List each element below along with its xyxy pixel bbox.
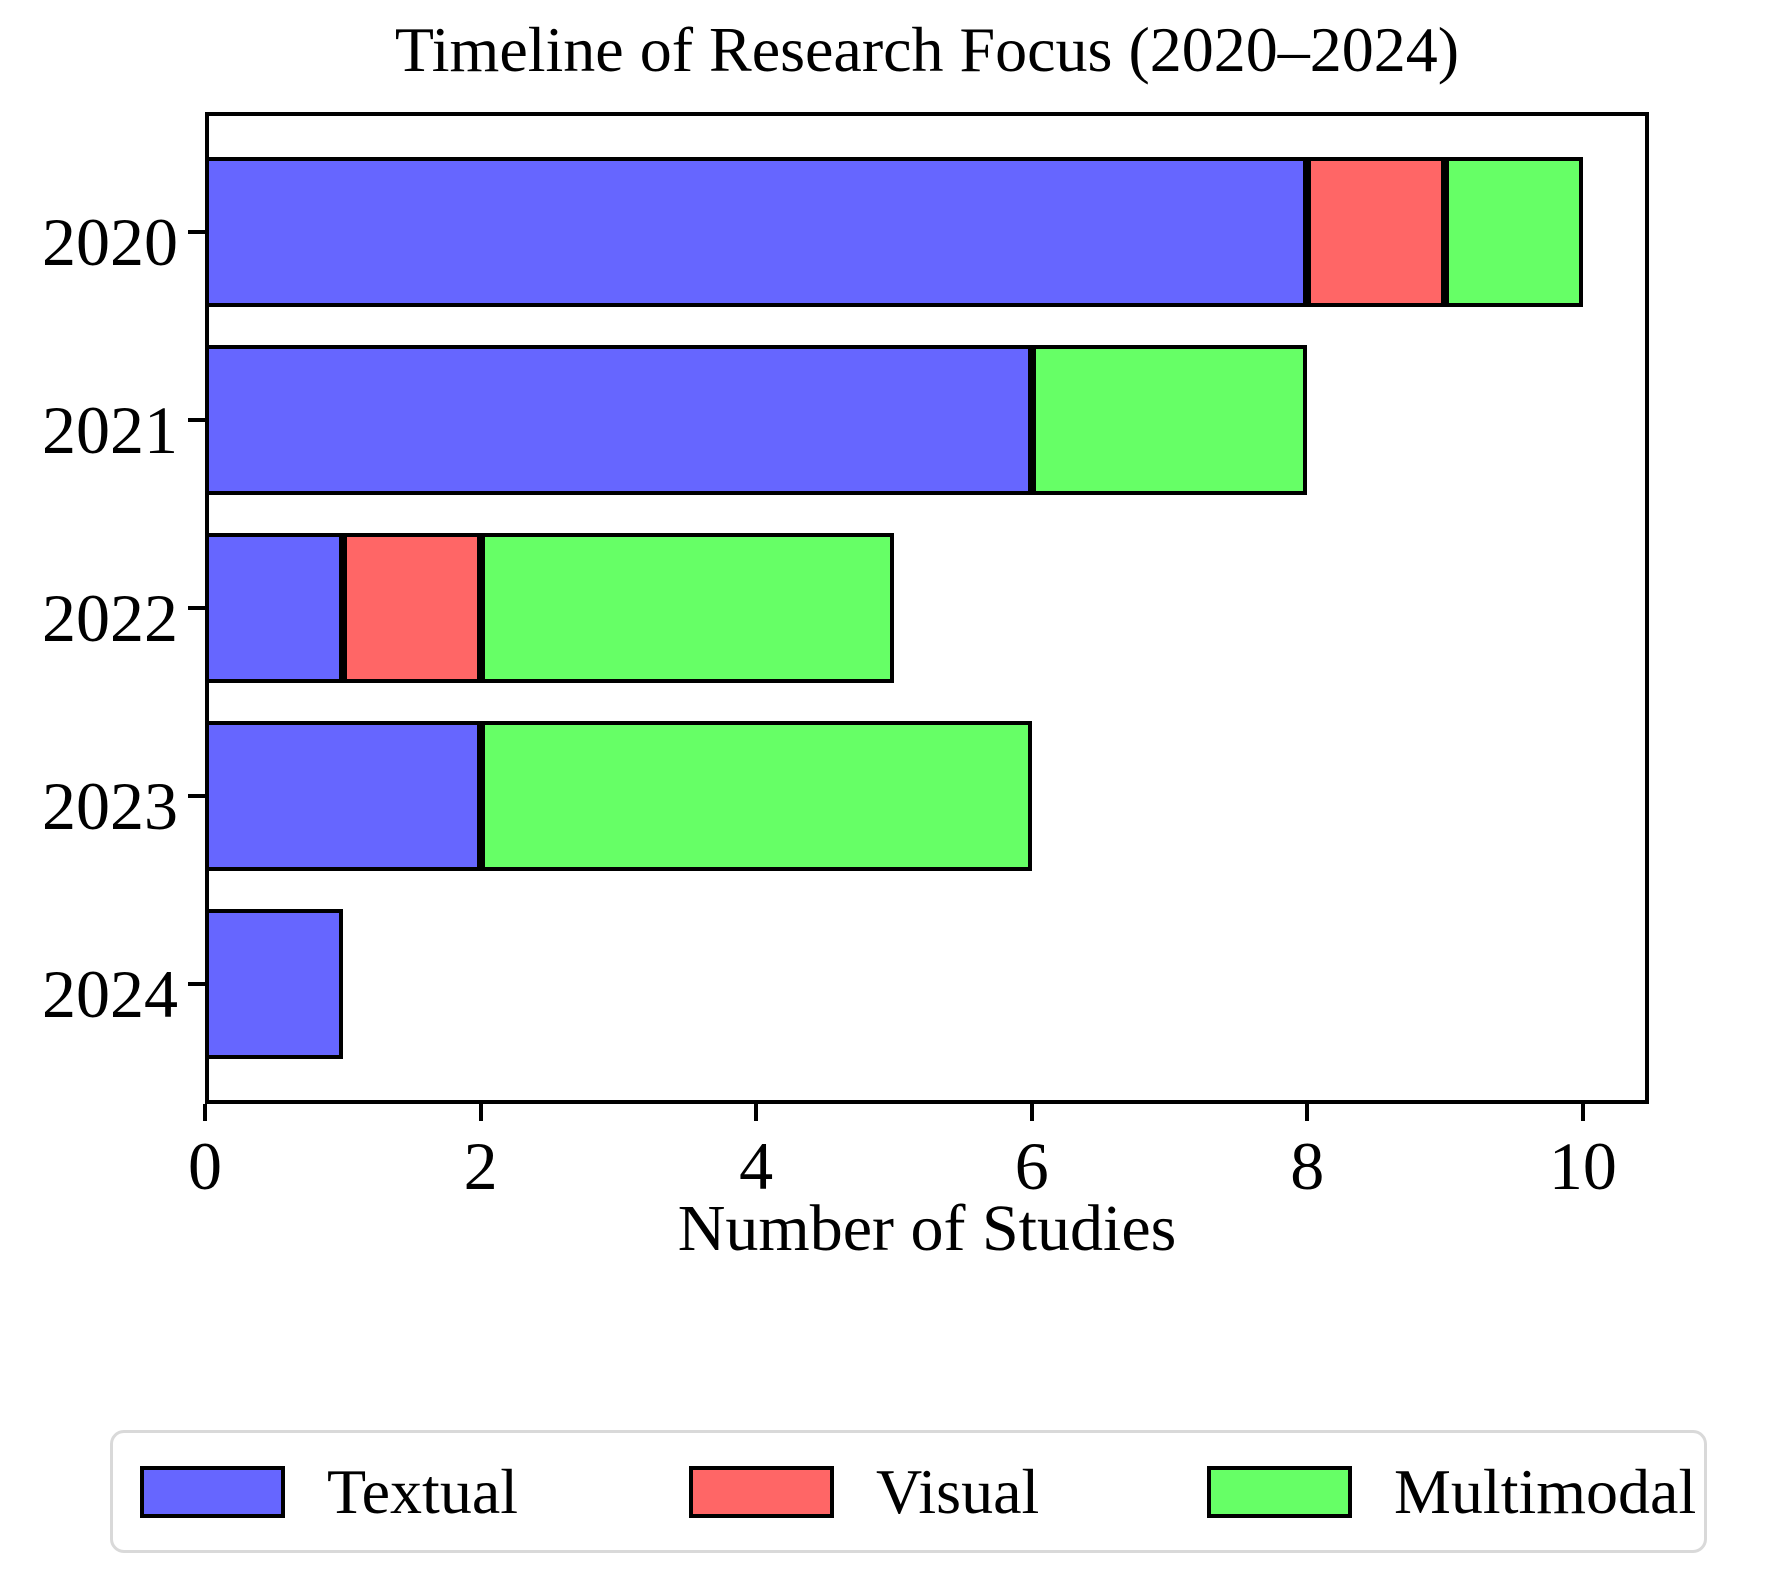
x-tick-label: 0 <box>188 1128 222 1204</box>
bar-segment-visual-2022 <box>342 532 481 684</box>
x-tick <box>1029 1104 1034 1121</box>
bar-segment-multimodal-2021 <box>1031 344 1308 496</box>
bar-segment-multimodal-2023 <box>480 720 1032 872</box>
bar-segment-textual-2024 <box>205 908 343 1059</box>
x-tick <box>1580 1104 1585 1121</box>
x-tick-label: 2 <box>463 1128 498 1204</box>
legend-label-visual: Visual <box>876 1455 1040 1527</box>
plot-area <box>205 112 1649 1104</box>
legend-swatch-multimodal <box>1207 1465 1352 1518</box>
legend: Textual Visual Multimodal <box>110 1430 1707 1553</box>
bar-segment-visual-2020 <box>1307 157 1446 308</box>
legend-item-multimodal: Multimodal <box>1207 1433 1696 1550</box>
legend-label-multimodal: Multimodal <box>1394 1455 1697 1527</box>
x-tick-label: 6 <box>1014 1128 1049 1204</box>
bar-segment-multimodal-2020 <box>1445 157 1583 308</box>
y-tick-label: 2021 <box>42 392 178 469</box>
x-tick-label: 8 <box>1290 1128 1325 1204</box>
x-tick <box>203 1104 207 1121</box>
y-tick <box>188 418 205 423</box>
x-tick-label: 4 <box>739 1128 774 1204</box>
y-tick <box>188 981 205 986</box>
y-tick <box>188 606 205 610</box>
legend-item-textual: Textual <box>140 1433 518 1550</box>
y-tick <box>188 230 205 235</box>
y-tick-label: 2024 <box>42 955 178 1032</box>
y-tick-label: 2023 <box>42 767 178 844</box>
bar-segment-multimodal-2022 <box>480 532 894 684</box>
y-tick-label: 2022 <box>42 580 178 656</box>
legend-swatch-textual <box>140 1465 285 1518</box>
y-tick <box>188 793 205 798</box>
legend-swatch-visual <box>689 1465 834 1518</box>
legend-item-visual: Visual <box>689 1433 1039 1550</box>
x-tick <box>1305 1104 1310 1121</box>
legend-label-textual: Textual <box>327 1455 518 1527</box>
x-tick <box>478 1104 483 1121</box>
bar-segment-textual-2023 <box>205 720 481 872</box>
bar-segment-textual-2021 <box>205 344 1032 496</box>
x-axis-label: Number of Studies <box>677 1192 1177 1265</box>
x-tick <box>754 1104 759 1121</box>
x-tick-label: 10 <box>1548 1128 1617 1204</box>
bar-segment-textual-2020 <box>205 157 1308 308</box>
y-tick-label: 2020 <box>42 204 178 281</box>
chart-title: Timeline of Research Focus (2020–2024) <box>394 14 1460 85</box>
bar-segment-textual-2022 <box>205 532 343 684</box>
